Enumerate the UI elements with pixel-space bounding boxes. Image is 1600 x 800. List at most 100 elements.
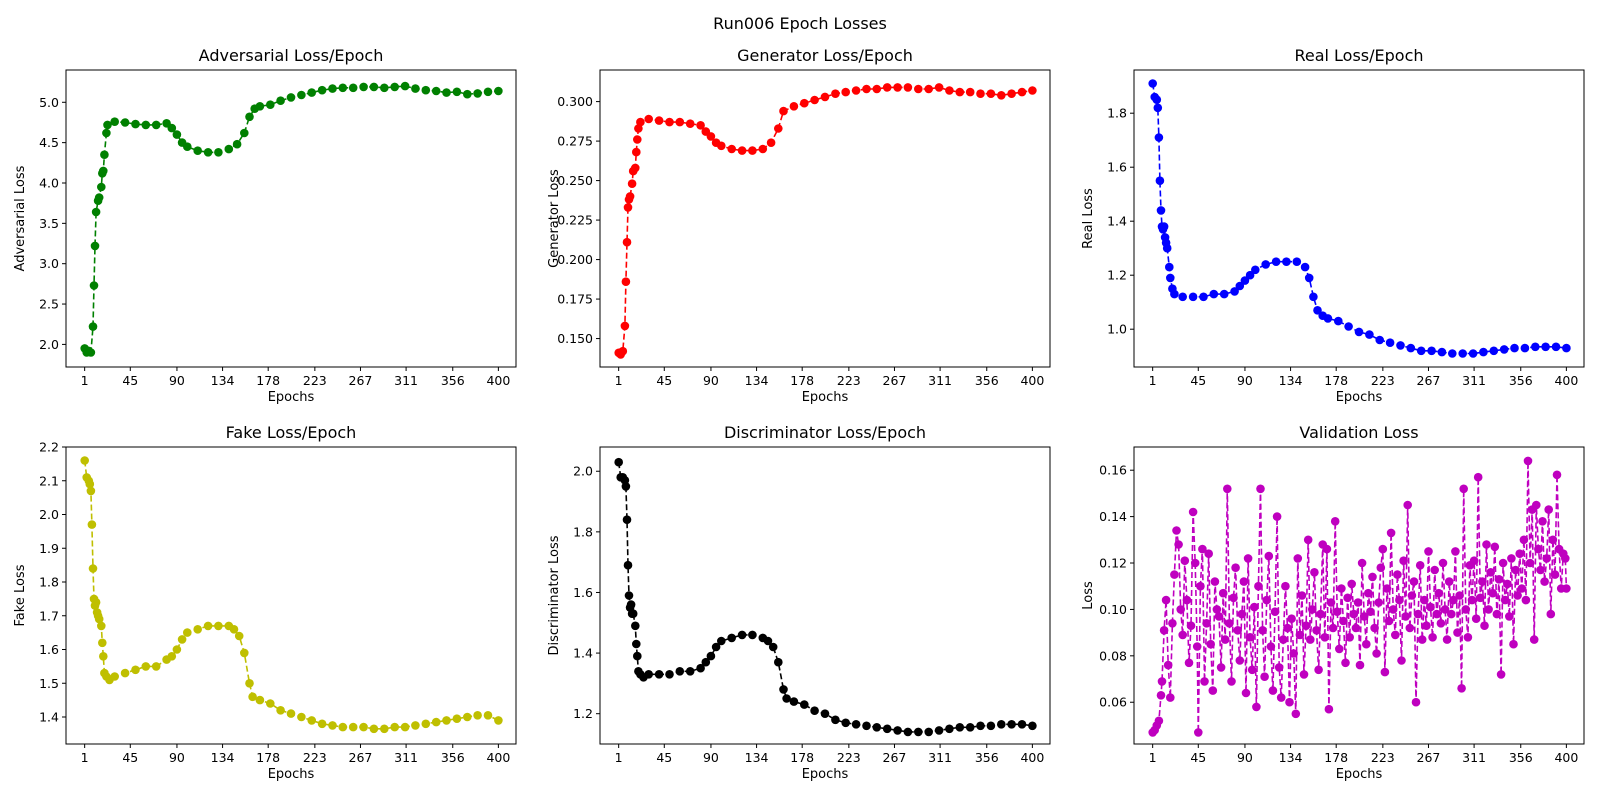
subplot-title: Generator Loss/Epoch [737, 46, 913, 65]
data-point [1235, 656, 1245, 665]
data-point [1500, 595, 1510, 605]
x-tick-label: 267 [1417, 750, 1441, 765]
x-tick-label: 356 [1509, 750, 1533, 765]
data-point [1426, 602, 1435, 612]
data-point [1335, 644, 1344, 654]
data-point [1163, 660, 1173, 670]
y-tick-label: 0.175 [557, 292, 593, 307]
data-point [167, 123, 177, 133]
data-point [214, 621, 223, 631]
x-axis-label: Epochs [268, 390, 315, 405]
y-tick-label: 1.8 [573, 524, 593, 539]
y-tick-label: 1.4 [573, 646, 593, 661]
data-point [1176, 605, 1185, 614]
data-point [1165, 262, 1174, 272]
data-point [411, 721, 420, 730]
data-point [1540, 577, 1549, 586]
data-point [494, 86, 503, 96]
data-point [774, 124, 783, 133]
data-point [1313, 306, 1322, 315]
x-tick-label: 400 [486, 373, 510, 388]
data-point [234, 631, 244, 641]
data-point [1188, 507, 1198, 517]
data-point [1349, 609, 1359, 619]
data-point [1351, 623, 1361, 633]
data-point [1507, 554, 1516, 563]
data-point [1196, 581, 1205, 591]
x-tick-label: 311 [928, 750, 952, 765]
x-axis-label: Epochs [268, 767, 315, 782]
data-point [240, 648, 249, 658]
data-point [1153, 103, 1163, 113]
y-tick-label: 1.6 [1107, 160, 1127, 175]
data-point [1250, 602, 1259, 612]
data-point [1386, 528, 1396, 538]
data-point [473, 89, 482, 98]
x-tick-label: 356 [441, 373, 465, 388]
data-point [1515, 549, 1524, 558]
x-tick-label: 134 [1279, 750, 1303, 765]
data-point [1247, 665, 1257, 675]
data-point [1375, 335, 1384, 345]
data-point [831, 715, 840, 725]
data-point [717, 141, 726, 151]
data-point [1393, 570, 1402, 579]
y-tick-label: 0.08 [1099, 648, 1127, 663]
data-point [232, 139, 242, 149]
data-point [1544, 505, 1553, 514]
data-point [654, 670, 664, 679]
data-point [1449, 595, 1458, 605]
data-point [632, 147, 641, 157]
data-point [882, 724, 892, 734]
data-point [1401, 612, 1410, 621]
data-point [1154, 716, 1164, 726]
data-point [1368, 572, 1377, 582]
data-point [1209, 289, 1219, 299]
y-axis-label: Discriminator Loss [547, 535, 562, 655]
data-point [779, 106, 788, 116]
y-tick-label: 2.2 [39, 440, 59, 455]
subplot-title: Fake Loss/Epoch [226, 423, 357, 442]
x-tick-label: 223 [303, 750, 327, 765]
data-point [1430, 565, 1439, 575]
data-point [110, 117, 119, 126]
data-point [85, 479, 95, 489]
data-point [1274, 663, 1284, 672]
y-tick-label: 3.0 [39, 256, 59, 271]
data-point [685, 119, 695, 128]
data-point [1219, 289, 1229, 299]
data-point [328, 721, 337, 730]
subplot-6: Validation Loss 1 45 90 134 178 223 267 311 356 40… [1081, 423, 1585, 782]
data-point [1262, 595, 1271, 605]
data-point [934, 83, 944, 92]
data-point [631, 163, 640, 173]
data-point [1330, 517, 1340, 526]
data-point [1178, 292, 1187, 302]
data-point [359, 722, 368, 732]
data-point [1254, 581, 1263, 591]
data-point [1453, 628, 1462, 637]
y-tick-label: 1.9 [39, 541, 59, 556]
series-line [83, 85, 499, 355]
data-point [1406, 343, 1416, 353]
data-point [701, 657, 711, 667]
data-point [483, 87, 493, 97]
plot-frame [1133, 69, 1585, 368]
data-point [276, 706, 285, 715]
data-point [1320, 633, 1330, 642]
data-point [266, 100, 275, 109]
x-tick-label: 400 [486, 750, 510, 765]
data-point [1285, 697, 1294, 707]
data-point [473, 711, 482, 720]
data-point [1380, 667, 1390, 677]
data-point [1240, 276, 1250, 285]
data-point [1397, 656, 1406, 665]
data-point [1405, 623, 1415, 633]
data-point [882, 83, 892, 92]
data-point [976, 721, 985, 731]
data-point [463, 89, 472, 99]
data-point [1326, 598, 1336, 607]
data-point [1511, 565, 1520, 575]
data-point [80, 456, 89, 465]
data-point [782, 694, 791, 703]
